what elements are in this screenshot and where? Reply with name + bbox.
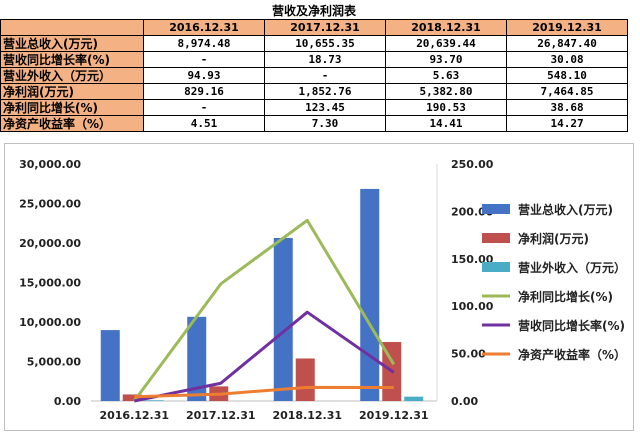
financial-table-body: 营收及净利润表 2016.12.31 2017.12.31 2018.12.31 20… xyxy=(0,3,629,132)
legend-swatch-bar xyxy=(482,204,510,214)
row-label: 净利润(万元) xyxy=(0,83,144,100)
right-axis-tick-label: 250.00 xyxy=(451,158,494,171)
row-label: 净利同比增长(%) xyxy=(0,99,144,116)
legend-label: 净利同比增长(%) xyxy=(518,289,613,304)
left-axis-tick-label: 20,000.00 xyxy=(19,237,81,250)
left-axis-tick-label: 0.00 xyxy=(54,395,81,408)
table-cell: 14.41 xyxy=(385,115,507,132)
table-cell: 190.53 xyxy=(385,99,507,116)
series-line xyxy=(133,310,395,403)
table-row: 营收同比增长率(%) -18.73 93.70 30.08 xyxy=(0,51,629,68)
x-axis-tick-label: 2017.12.31 xyxy=(186,409,256,422)
table-cell: 30.08 xyxy=(505,51,629,68)
table-cell: 5.63 xyxy=(385,67,507,84)
header-year-cell: 2018.12.31 xyxy=(385,19,507,36)
bar xyxy=(144,400,164,401)
series-line xyxy=(133,218,396,402)
table-row: 净利润(万元) 829.16 1,852.76 5,382.80 7,464.85 xyxy=(0,83,629,100)
table-cell: 548.10 xyxy=(505,67,629,84)
row-label: 营业总收入(万元) xyxy=(0,35,144,52)
header-year-cell: 2016.12.31 xyxy=(143,19,265,36)
table-cell: 26,847.40 xyxy=(505,35,629,52)
table-cell: 20,639.44 xyxy=(385,35,507,52)
legend-label: 净利润(万元) xyxy=(518,231,589,246)
bar xyxy=(187,316,207,401)
table-cell: 93.70 xyxy=(385,51,507,68)
table-cell: 7,464.85 xyxy=(505,83,629,100)
bar xyxy=(100,330,120,401)
header-corner-cell xyxy=(0,19,144,36)
table-cell: 94.93 xyxy=(143,67,265,84)
bar xyxy=(404,396,424,401)
legend-swatch-bar xyxy=(482,233,510,243)
legend-label: 营业总收入(万元) xyxy=(518,202,613,217)
table-cell: 38.68 xyxy=(505,99,629,116)
financial-table: 营收及净利润表 2016.12.31 2017.12.31 2018.12.31 20… xyxy=(0,3,629,132)
left-axis-tick-label: 10,000.00 xyxy=(19,316,81,329)
right-axis-tick-label: 100.00 xyxy=(451,300,494,313)
x-axis-tick-label: 2018.12.31 xyxy=(272,409,342,422)
bar xyxy=(273,237,293,401)
bar xyxy=(295,358,315,401)
legend-label: 营业外收入（万元） xyxy=(518,260,626,275)
table-row: 净资产收益率（%） 4.51 7.30 14.41 14.27 xyxy=(0,115,629,132)
right-axis-tick-label: 0.00 xyxy=(451,395,478,408)
legend-label: 净资产收益率（%） xyxy=(518,347,626,362)
table-cell: 10,655.35 xyxy=(264,35,386,52)
table-row: 净利同比增长(%) -123.45 190.53 38.68 xyxy=(0,99,629,116)
table-cell: 8,974.48 xyxy=(143,35,265,52)
table-header-row: 2016.12.31 2017.12.31 2018.12.31 2019.12.31 xyxy=(0,19,629,36)
table-cell: 4.51 xyxy=(143,115,265,132)
right-axis-tick-label: 50.00 xyxy=(451,348,486,361)
x-axis-tick-label: 2016.12.31 xyxy=(99,409,169,422)
row-label: 营收同比增长率(%) xyxy=(0,51,144,68)
table-cell: - xyxy=(143,51,265,68)
series-line xyxy=(134,385,394,399)
x-axis-tick-label: 2019.12.31 xyxy=(359,409,429,422)
left-axis-tick-label: 30,000.00 xyxy=(19,158,81,171)
table-cell: 14.27 xyxy=(505,115,629,132)
financial-table-area: 营收及净利润表 2016.12.31 2017.12.31 2018.12.31 20… xyxy=(0,0,640,132)
row-label: 营业外收入（万元） xyxy=(0,67,144,84)
table-cell: 18.73 xyxy=(264,51,386,68)
table-cell: - xyxy=(264,67,386,84)
combo-chart: 0.00 5,000.00 10,000.00 15,000.00 20,000.00 2… xyxy=(19,158,626,422)
legend-label: 营收同比增长率(%) xyxy=(518,318,625,333)
header-year-cell: 2017.12.31 xyxy=(264,19,386,36)
left-axis-tick-label: 5,000.00 xyxy=(27,356,82,369)
legend-swatch-bar xyxy=(482,262,510,272)
table-cell: 123.45 xyxy=(264,99,386,116)
header-year-cell: 2019.12.31 xyxy=(505,19,629,36)
table-cell: 829.16 xyxy=(143,83,265,100)
table-row: 营业外收入（万元） 94.93-5.63 548.10 xyxy=(0,67,629,84)
table-cell: 5,382.80 xyxy=(385,83,507,100)
table-row: 营业总收入(万元) 8,974.48 10,655.35 20,639.44 26,84… xyxy=(0,35,629,52)
table-title: 营收及净利润表 xyxy=(272,4,357,18)
bar xyxy=(122,394,142,401)
table-cell: - xyxy=(143,99,265,116)
bar xyxy=(360,188,380,401)
table-cell: 7.30 xyxy=(264,115,386,132)
chart-frame: 0.00 5,000.00 10,000.00 15,000.00 20,000.00 2… xyxy=(4,143,634,431)
table-cell: 1,852.76 xyxy=(264,83,386,100)
left-axis-tick-label: 25,000.00 xyxy=(19,198,81,211)
left-axis-tick-label: 15,000.00 xyxy=(19,277,81,290)
row-label: 净资产收益率（%） xyxy=(0,115,144,132)
